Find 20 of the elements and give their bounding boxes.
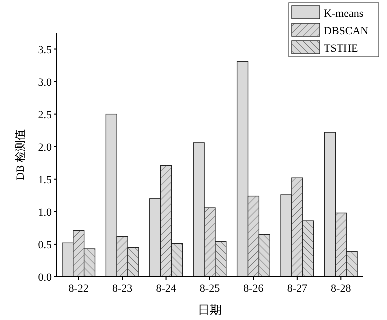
y-tick-label: 3.5	[38, 44, 52, 56]
y-tick-label: 2.5	[38, 109, 52, 122]
y-tick-label: 3.0	[38, 76, 52, 89]
y-tick-label: 0.5	[38, 239, 52, 252]
x-tick-label: 8-28	[331, 283, 352, 295]
x-tick-label: 8-23	[112, 283, 134, 295]
y-tick-label: 2.0	[38, 142, 52, 154]
x-axis-title: 日期	[198, 303, 222, 317]
x-tick-label: 8-25	[200, 283, 221, 295]
legend-label: TSTHE	[324, 43, 358, 55]
x-tick-label: 8-26	[244, 283, 264, 295]
y-axis-title: DB 检测值	[15, 129, 27, 181]
x-tick-label: 8-27	[287, 283, 308, 295]
legend-label: DBSCAN	[324, 26, 369, 38]
y-tick-label: 1.0	[38, 206, 52, 219]
x-tick-label: 8-22	[68, 283, 89, 295]
y-tick-label: 0.0	[38, 272, 52, 284]
legend-label: K-means	[324, 8, 364, 20]
y-tick-label: 1.5	[38, 174, 52, 186]
x-tick-label: 8-24	[156, 283, 177, 295]
